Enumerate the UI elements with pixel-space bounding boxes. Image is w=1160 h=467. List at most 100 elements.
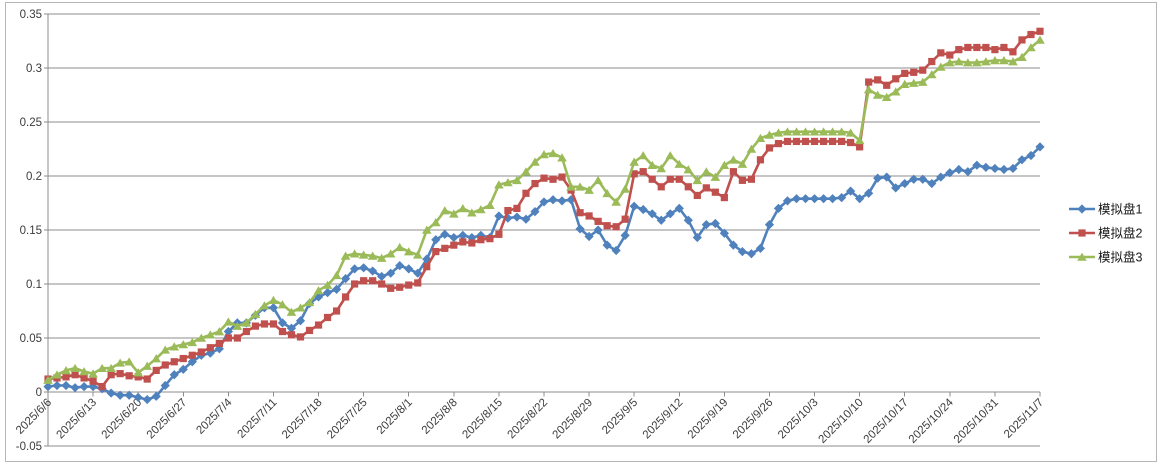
data-point-marker — [387, 284, 395, 292]
data-point-marker — [70, 383, 80, 393]
data-point-marker — [232, 321, 243, 330]
data-point-marker — [945, 168, 955, 178]
data-point-marker — [79, 367, 89, 376]
data-point-marker — [919, 66, 927, 74]
data-point-marker — [295, 303, 306, 312]
triangle-marker-icon — [1077, 252, 1087, 261]
data-point-marker — [972, 160, 982, 170]
legend-label: 模拟盘1 — [1098, 202, 1143, 217]
x-tick-label: 2025/7/11 — [236, 397, 280, 441]
data-point-marker — [856, 143, 864, 151]
data-point-marker — [575, 182, 585, 191]
series-2-line — [46, 29, 1042, 388]
data-point-marker — [576, 209, 584, 217]
data-point-marker — [449, 232, 459, 243]
data-point-marker — [847, 138, 855, 147]
data-point-marker — [575, 224, 585, 234]
data-point-marker — [161, 361, 169, 369]
series-3-markers — [43, 35, 1045, 384]
data-point-marker — [233, 334, 241, 342]
data-point-marker — [340, 251, 351, 260]
data-point-marker — [809, 127, 820, 136]
data-point-marker — [331, 270, 342, 280]
data-point-marker — [197, 348, 205, 356]
data-point-marker — [187, 357, 197, 367]
legend-item-1[interactable]: 模拟盘1 — [1069, 202, 1143, 217]
data-point-marker — [638, 151, 648, 160]
data-point-marker — [152, 366, 160, 374]
data-point-marker — [259, 301, 270, 310]
data-point-marker — [350, 264, 360, 274]
data-point-marker — [61, 366, 71, 375]
x-tick-label: 2025/10/3 — [776, 397, 821, 442]
data-point-marker — [666, 175, 674, 183]
data-point-marker — [1026, 43, 1036, 52]
legend-item-2[interactable]: 模拟盘2 — [1069, 226, 1143, 241]
data-point-marker — [431, 235, 441, 245]
x-tick-label: 2025/8/1 — [375, 397, 415, 437]
data-point-marker — [981, 162, 991, 172]
data-point-marker — [656, 215, 666, 225]
data-point-marker — [142, 394, 152, 405]
data-point-marker — [964, 43, 972, 52]
axes — [44, 13, 1041, 447]
data-point-marker — [278, 327, 287, 336]
data-point-marker — [684, 183, 692, 191]
data-point-marker — [1035, 35, 1045, 44]
data-point-marker — [323, 313, 332, 322]
x-tick-label: 2025/9/5 — [600, 397, 640, 437]
data-point-marker — [268, 295, 279, 304]
data-point-marker — [169, 370, 179, 380]
data-point-marker — [611, 245, 621, 256]
data-point-marker — [702, 184, 710, 192]
data-point-marker — [242, 327, 250, 336]
data-point-marker — [927, 178, 937, 189]
data-point-marker — [648, 175, 656, 183]
data-point-marker — [61, 380, 71, 391]
data-point-marker — [693, 191, 701, 200]
data-point-marker — [358, 250, 369, 259]
data-point-marker — [827, 194, 838, 204]
data-point-marker — [512, 212, 522, 222]
data-point-marker — [665, 209, 675, 219]
data-point-marker — [486, 235, 494, 243]
x-tick-label: 2025/8/8 — [420, 397, 460, 437]
data-point-marker — [621, 215, 629, 223]
data-point-marker — [160, 345, 171, 354]
data-point-marker — [1018, 36, 1026, 44]
data-point-marker — [602, 188, 612, 198]
y-tick-label: 0.1 — [26, 279, 42, 291]
data-point-marker — [926, 70, 937, 79]
data-point-marker — [837, 193, 847, 203]
data-point-marker — [142, 361, 152, 370]
series-2-markers — [44, 27, 1044, 391]
data-point-marker — [277, 300, 288, 309]
data-point-marker — [97, 363, 107, 373]
data-point-marker — [459, 238, 467, 246]
data-point-marker — [133, 392, 143, 402]
data-point-marker — [494, 180, 504, 189]
data-point-marker — [322, 288, 333, 298]
data-point-marker — [918, 174, 928, 184]
data-point-marker — [495, 230, 503, 238]
data-point-marker — [990, 163, 1000, 174]
data-point-marker — [432, 248, 440, 256]
data-point-marker — [773, 128, 784, 137]
data-point-marker — [747, 175, 756, 183]
data-point-marker — [107, 371, 115, 379]
data-point-marker — [503, 178, 513, 187]
x-tick-label: 2025/7/4 — [194, 396, 235, 437]
data-point-marker — [756, 156, 765, 164]
x-tick-label: 2025/9/12 — [641, 397, 686, 442]
x-tick-label: 2025/6/13 — [55, 397, 100, 442]
data-point-marker — [1035, 142, 1045, 152]
data-point-marker — [855, 194, 865, 204]
data-point-marker — [1027, 30, 1035, 39]
x-tick-label: 2025/9/26 — [731, 397, 776, 442]
data-point-marker — [458, 204, 468, 213]
data-point-marker — [999, 164, 1009, 175]
legend-item-3[interactable]: 模拟盘3 — [1069, 250, 1143, 265]
data-point-marker — [151, 391, 161, 401]
data-point-marker — [755, 133, 766, 142]
data-point-marker — [305, 326, 314, 335]
